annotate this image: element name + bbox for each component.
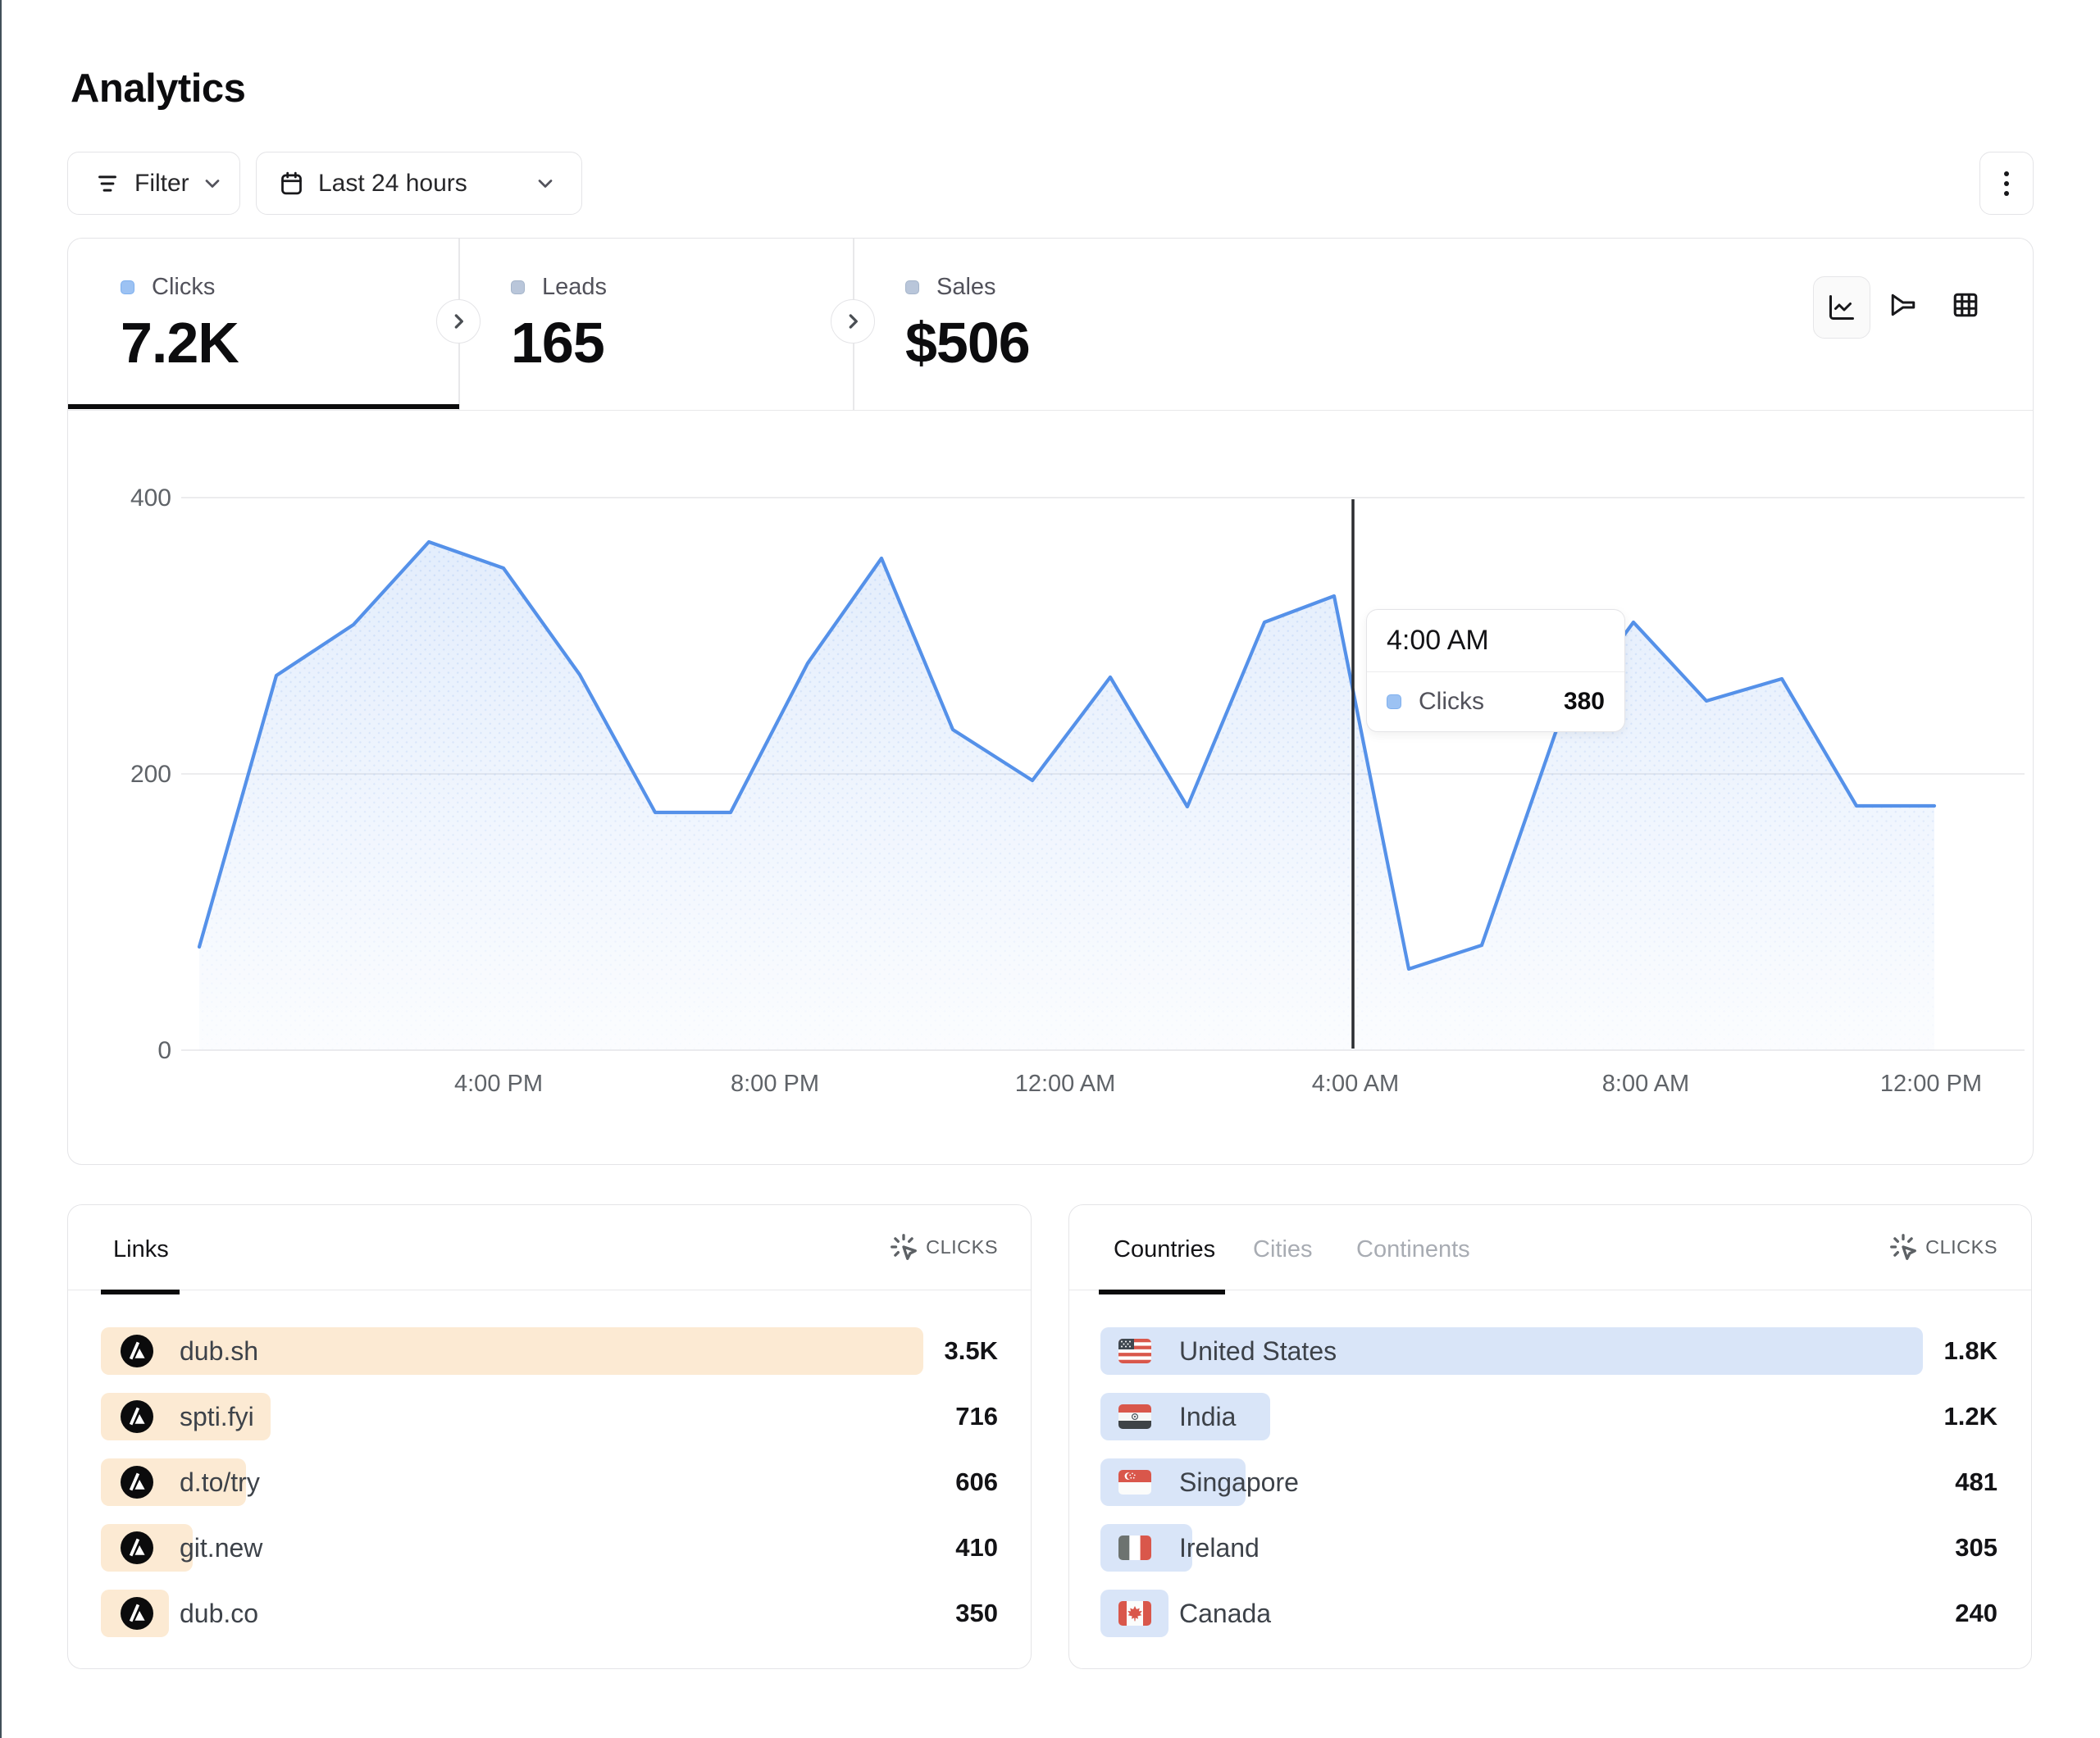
svg-text:400: 400: [130, 485, 171, 512]
svg-text:12:00 AM: 12:00 AM: [1015, 1071, 1116, 1097]
svg-text:12:00 PM: 12:00 PM: [1880, 1071, 1982, 1097]
svg-text:4:00 PM: 4:00 PM: [454, 1071, 543, 1097]
svg-text:4:00 AM: 4:00 AM: [1312, 1071, 1399, 1097]
svg-text:200: 200: [130, 761, 171, 788]
svg-text:8:00 PM: 8:00 PM: [731, 1071, 819, 1097]
svg-text:0: 0: [157, 1037, 171, 1064]
svg-text:8:00 AM: 8:00 AM: [1602, 1071, 1689, 1097]
